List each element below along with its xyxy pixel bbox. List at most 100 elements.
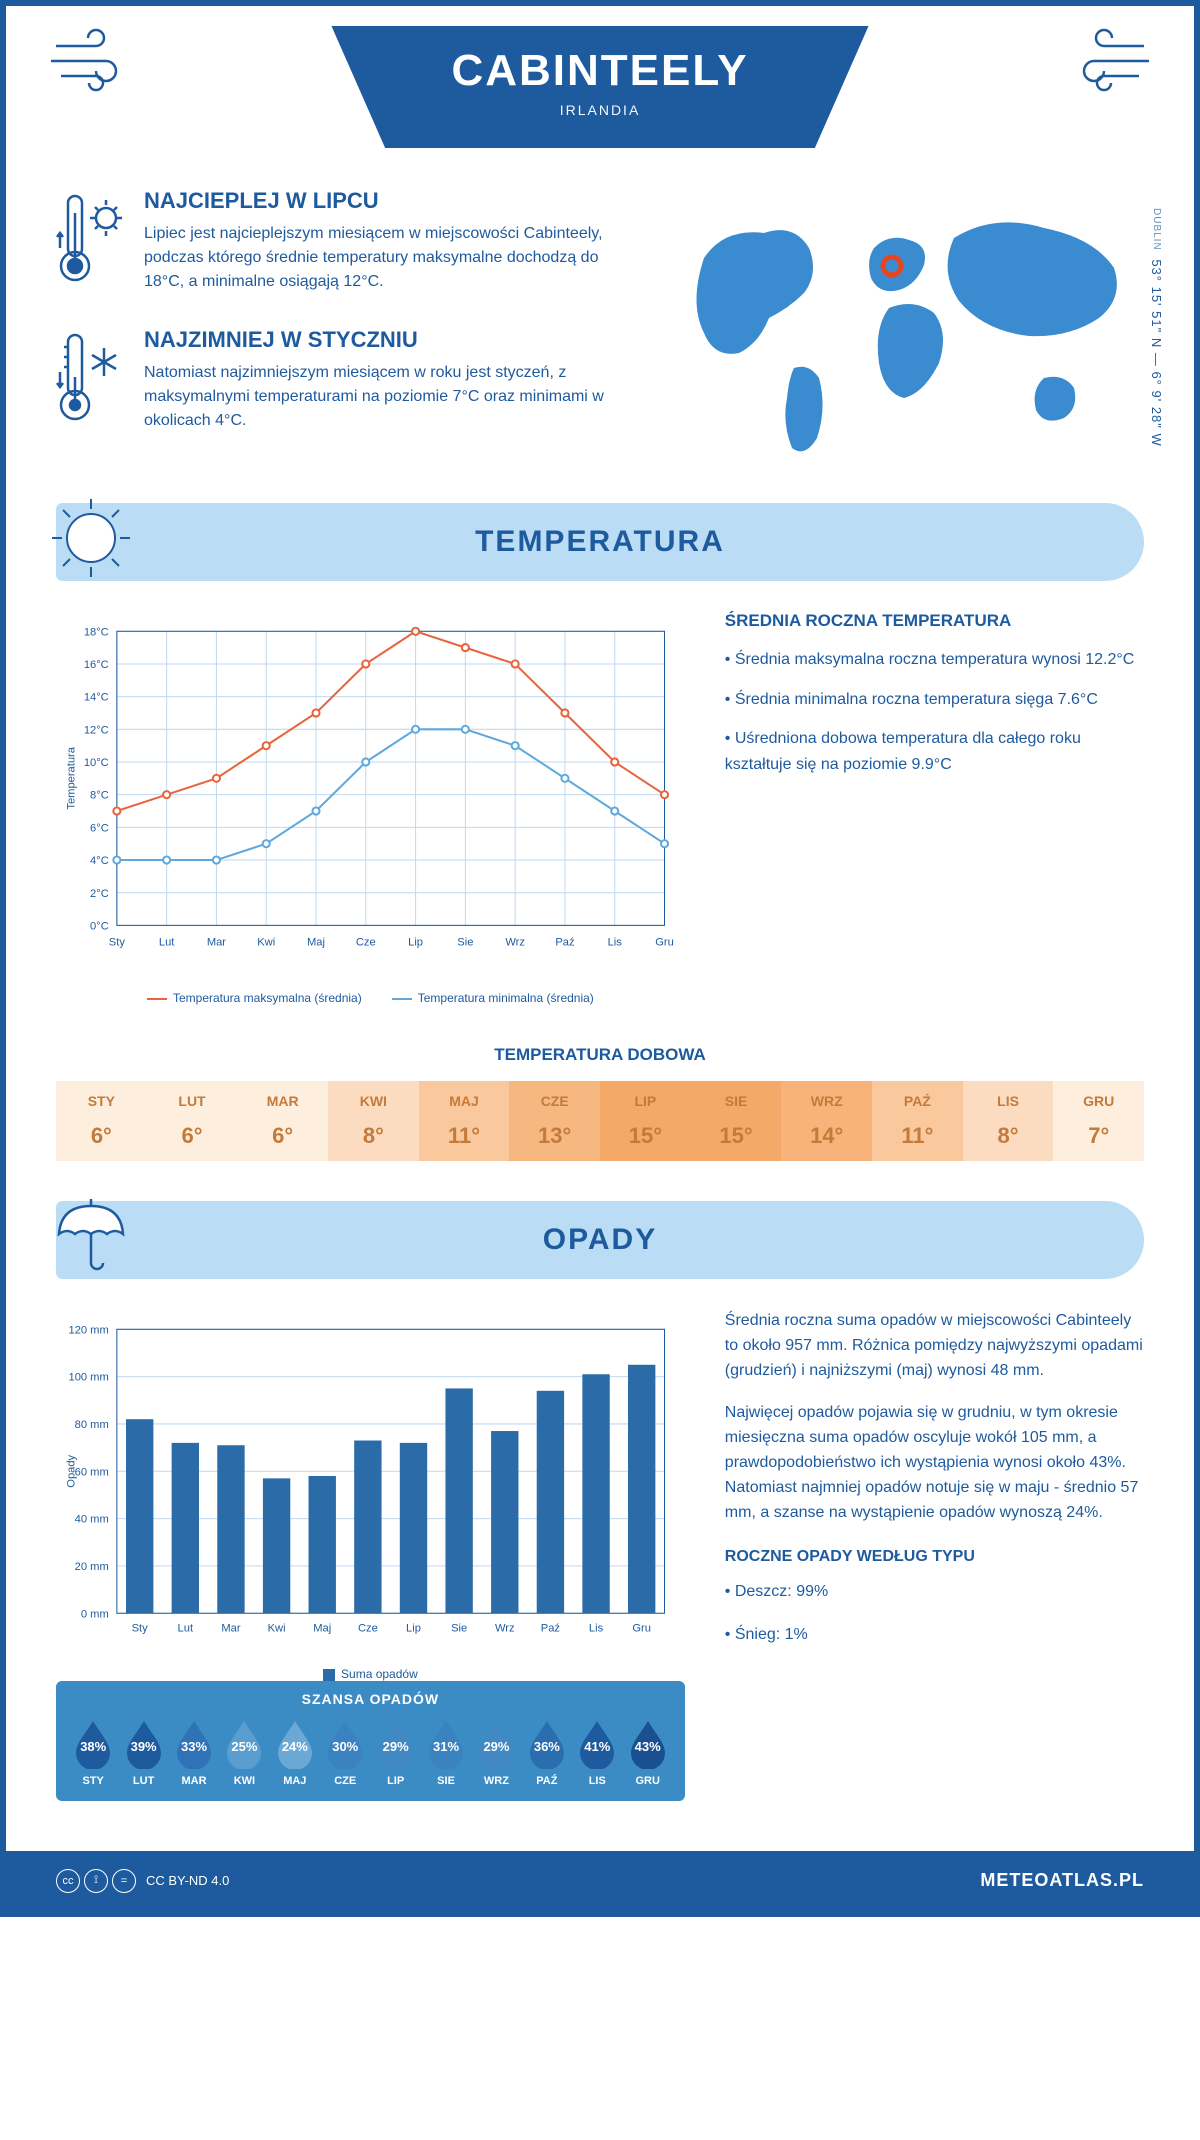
warmest-text: Lipiec jest najcieplejszym miesiącem w m… <box>144 222 624 294</box>
chance-item: 36%PAŹ <box>522 1717 572 1787</box>
month-label: LIS <box>963 1093 1054 1109</box>
precipitation-info: Średnia roczna suma opadów w miejscowośc… <box>725 1309 1144 1821</box>
precip-type: • Deszcz: 99% <box>725 1580 1144 1605</box>
chance-item: 29%WRZ <box>471 1717 521 1787</box>
svg-text:Gru: Gru <box>632 1623 651 1635</box>
svg-text:80 mm: 80 mm <box>75 1419 109 1431</box>
temp-value: 8° <box>328 1123 419 1149</box>
drop-icon: 33% <box>173 1717 215 1769</box>
svg-text:2°C: 2°C <box>90 888 109 900</box>
precip-type: • Śnieg: 1% <box>725 1623 1144 1648</box>
daily-temp-cell: LUT6° <box>147 1081 238 1161</box>
temperature-title: TEMPERATURA <box>56 525 1144 559</box>
daily-temp-cell: MAJ11° <box>419 1081 510 1161</box>
precipitation-section-header: OPADY <box>56 1201 1144 1279</box>
drop-icon: 39% <box>123 1717 165 1769</box>
temp-value: 7° <box>1053 1123 1144 1149</box>
infographic-page: CABINTEELY IRLANDIA NAJCIEPLEJ W LIPCU L… <box>0 0 1200 1917</box>
svg-text:60 mm: 60 mm <box>75 1466 109 1478</box>
month-label: SIE <box>691 1093 782 1109</box>
drop-icon: 41% <box>576 1717 618 1769</box>
footer-site: METEOATLAS.PL <box>980 1870 1144 1891</box>
month-label: LIP <box>600 1093 691 1109</box>
drop-icon: 29% <box>475 1717 517 1769</box>
drop-icon: 43% <box>627 1717 669 1769</box>
chance-month: KWI <box>219 1775 269 1787</box>
chance-month: LIP <box>370 1775 420 1787</box>
svg-text:16°C: 16°C <box>84 659 109 671</box>
chance-item: 39% LUT <box>118 1717 168 1787</box>
month-label: KWI <box>328 1093 419 1109</box>
svg-text:4°C: 4°C <box>90 855 109 867</box>
precipitation-content: 0 mm20 mm40 mm60 mm80 mm100 mm120 mmStyL… <box>6 1309 1194 1851</box>
precip-p2: Najwięcej opadów pojawia się w grudniu, … <box>725 1401 1144 1525</box>
daily-temp-cell: PAŹ11° <box>872 1081 963 1161</box>
daily-temp-title: TEMPERATURA DOBOWA <box>6 1045 1194 1065</box>
chance-item: 31% SIE <box>421 1717 471 1787</box>
svg-text:20 mm: 20 mm <box>75 1561 109 1573</box>
chance-item: 41%LIS <box>572 1717 622 1787</box>
wind-icon <box>1064 26 1154 110</box>
warmest-title: NAJCIEPLEJ W LIPCU <box>144 188 624 214</box>
coords-lat: 53° 15' 51" N <box>1149 259 1164 348</box>
svg-text:6°C: 6°C <box>90 822 109 834</box>
warmest-block: NAJCIEPLEJ W LIPCU Lipiec jest najcieple… <box>56 188 624 297</box>
svg-text:Wrz: Wrz <box>505 937 525 949</box>
svg-text:8°C: 8°C <box>90 790 109 802</box>
svg-text:Cze: Cze <box>356 937 376 949</box>
header: CABINTEELY IRLANDIA <box>6 6 1194 158</box>
daily-temp-cell: LIP 15° <box>600 1081 691 1161</box>
intro-row: NAJCIEPLEJ W LIPCU Lipiec jest najcieple… <box>6 158 1194 483</box>
svg-text:Mar: Mar <box>221 1623 240 1635</box>
precipitation-title: OPADY <box>56 1223 1144 1257</box>
coordinates: DUBLIN 53° 15' 51" N — 6° 9' 28" W <box>1149 208 1164 447</box>
daily-temp-cell: SIE 15° <box>691 1081 782 1161</box>
month-label: PAŹ <box>872 1093 963 1109</box>
temp-info-title: ŚREDNIA ROCZNA TEMPERATURA <box>725 611 1144 631</box>
month-label: STY <box>56 1093 147 1109</box>
precip-legend: Suma opadów <box>56 1667 685 1681</box>
drop-icon: 25% <box>223 1717 265 1769</box>
daily-temp-cell: LIS8° <box>963 1081 1054 1161</box>
coldest-title: NAJZIMNIEJ W STYCZNIU <box>144 327 624 353</box>
temp-bullet: • Średnia maksymalna roczna temperatura … <box>725 647 1144 673</box>
drop-icon: 31% <box>425 1717 467 1769</box>
svg-text:120 mm: 120 mm <box>68 1324 108 1336</box>
drop-icon: 38% <box>72 1717 114 1769</box>
temp-value: 15° <box>691 1123 782 1149</box>
daily-temp-cell: STY6° <box>56 1081 147 1161</box>
cc-icons: cc⟟= <box>56 1869 136 1893</box>
month-label: MAR <box>237 1093 328 1109</box>
month-label: CZE <box>509 1093 600 1109</box>
temp-value: 13° <box>509 1123 600 1149</box>
month-label: MAJ <box>419 1093 510 1109</box>
svg-text:Gru: Gru <box>655 937 674 949</box>
world-map <box>664 188 1144 468</box>
temp-value: 15° <box>600 1123 691 1149</box>
country-name: IRLANDIA <box>451 102 748 118</box>
coords-city: DUBLIN <box>1151 208 1162 251</box>
svg-text:Maj: Maj <box>313 1623 331 1635</box>
chance-month: MAR <box>169 1775 219 1787</box>
svg-text:Maj: Maj <box>307 937 325 949</box>
daily-temp-cell: MAR6° <box>237 1081 328 1161</box>
chance-month: LUT <box>118 1775 168 1787</box>
chance-month: GRU <box>622 1775 672 1787</box>
svg-text:Paź: Paź <box>555 937 575 949</box>
svg-text:10°C: 10°C <box>84 757 109 769</box>
chance-item: 24%MAJ <box>270 1717 320 1787</box>
chance-month: SIE <box>421 1775 471 1787</box>
svg-text:Temperatura: Temperatura <box>65 746 77 809</box>
temp-value: 6° <box>147 1123 238 1149</box>
thermometer-sun-icon <box>56 188 126 297</box>
chance-item: 43% GRU <box>622 1717 672 1787</box>
coldest-block: NAJZIMNIEJ W STYCZNIU Natomiast najzimni… <box>56 327 624 436</box>
svg-text:Lut: Lut <box>159 937 175 949</box>
month-label: WRZ <box>781 1093 872 1109</box>
temp-bullet: • Uśredniona dobowa temperatura dla całe… <box>725 726 1144 777</box>
svg-text:Sie: Sie <box>457 937 473 949</box>
svg-text:Cze: Cze <box>358 1623 378 1635</box>
svg-text:12°C: 12°C <box>84 724 109 736</box>
chance-item: 38%STY <box>68 1717 118 1787</box>
svg-text:0 mm: 0 mm <box>81 1608 109 1620</box>
